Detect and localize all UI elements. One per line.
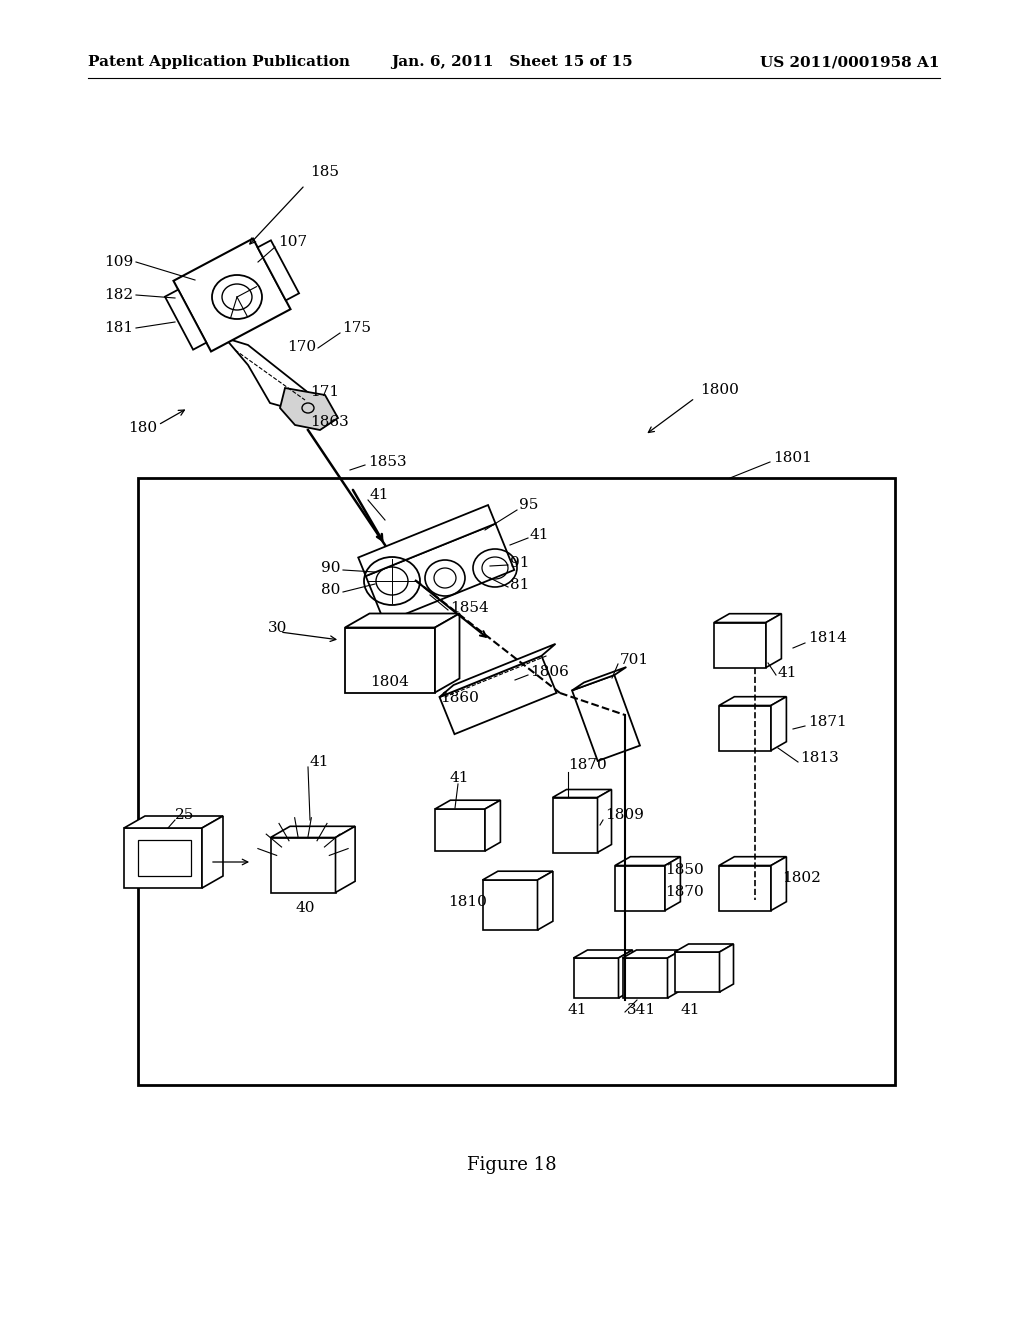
Text: 41: 41	[778, 667, 798, 680]
Text: 1850: 1850	[665, 863, 703, 876]
Polygon shape	[665, 857, 680, 911]
Polygon shape	[553, 797, 597, 853]
Text: 41: 41	[680, 1003, 699, 1016]
Polygon shape	[124, 828, 202, 888]
Polygon shape	[572, 675, 640, 760]
Polygon shape	[270, 826, 355, 837]
Polygon shape	[668, 950, 682, 998]
Polygon shape	[345, 627, 435, 693]
Polygon shape	[623, 950, 682, 958]
Polygon shape	[173, 239, 291, 351]
Polygon shape	[439, 656, 556, 734]
Polygon shape	[225, 338, 315, 411]
Polygon shape	[482, 871, 553, 880]
Text: 91: 91	[510, 556, 529, 570]
Text: 1809: 1809	[605, 808, 644, 822]
Polygon shape	[345, 614, 460, 627]
Polygon shape	[573, 950, 633, 958]
Polygon shape	[618, 950, 633, 998]
Text: 41: 41	[310, 755, 330, 770]
Polygon shape	[615, 866, 665, 911]
Text: 1870: 1870	[568, 758, 607, 772]
Text: 1853: 1853	[368, 455, 407, 469]
Polygon shape	[719, 866, 771, 911]
Polygon shape	[615, 857, 680, 866]
Text: 25: 25	[175, 808, 195, 822]
Polygon shape	[138, 840, 191, 876]
Text: 1854: 1854	[450, 601, 488, 615]
Text: Jan. 6, 2011   Sheet 15 of 15: Jan. 6, 2011 Sheet 15 of 15	[391, 55, 633, 69]
Text: 1863: 1863	[310, 414, 349, 429]
Text: 1806: 1806	[530, 665, 569, 678]
Text: 1801: 1801	[773, 451, 812, 465]
Text: 107: 107	[278, 235, 307, 249]
Text: 182: 182	[103, 288, 133, 302]
Polygon shape	[714, 623, 766, 668]
Text: 180: 180	[128, 421, 157, 436]
Polygon shape	[280, 388, 338, 430]
Text: 80: 80	[321, 583, 340, 597]
Text: 41: 41	[530, 528, 550, 543]
Polygon shape	[435, 800, 501, 809]
Polygon shape	[124, 816, 223, 828]
Text: 341: 341	[627, 1003, 656, 1016]
Polygon shape	[435, 809, 485, 851]
Text: 1870: 1870	[665, 884, 703, 899]
Text: 90: 90	[321, 561, 340, 576]
Polygon shape	[771, 857, 786, 911]
Text: 1814: 1814	[808, 631, 847, 645]
Text: 1804: 1804	[370, 675, 409, 689]
Polygon shape	[482, 880, 538, 931]
Polygon shape	[597, 789, 611, 853]
Text: 175: 175	[342, 321, 371, 335]
Polygon shape	[553, 789, 611, 797]
Text: 701: 701	[620, 653, 649, 667]
Text: 41: 41	[370, 488, 389, 502]
Text: 171: 171	[310, 385, 339, 399]
Text: 1802: 1802	[782, 871, 821, 884]
Text: 1860: 1860	[440, 690, 479, 705]
Polygon shape	[439, 644, 555, 697]
Polygon shape	[270, 837, 336, 892]
Polygon shape	[538, 871, 553, 931]
Polygon shape	[358, 506, 496, 576]
Polygon shape	[719, 697, 786, 705]
Polygon shape	[719, 705, 771, 751]
Polygon shape	[573, 958, 618, 998]
Text: 41: 41	[567, 1003, 587, 1016]
Text: 1810: 1810	[449, 895, 487, 909]
Polygon shape	[258, 240, 299, 301]
Polygon shape	[202, 816, 223, 888]
Polygon shape	[435, 614, 460, 693]
Polygon shape	[623, 958, 668, 998]
Text: 81: 81	[510, 578, 529, 591]
Text: 1800: 1800	[700, 383, 739, 397]
Text: 170: 170	[287, 341, 316, 354]
Text: 185: 185	[310, 165, 339, 180]
Text: 40: 40	[295, 902, 314, 915]
Polygon shape	[675, 944, 733, 952]
Text: US 2011/0001958 A1: US 2011/0001958 A1	[761, 55, 940, 69]
Text: 1871: 1871	[808, 715, 847, 729]
Polygon shape	[165, 289, 207, 350]
Polygon shape	[366, 524, 514, 623]
Polygon shape	[771, 697, 786, 751]
Bar	[138, 478, 895, 1085]
Polygon shape	[766, 614, 781, 668]
Polygon shape	[720, 944, 733, 993]
Polygon shape	[714, 614, 781, 623]
Text: 95: 95	[519, 498, 539, 512]
Polygon shape	[675, 952, 720, 993]
Text: 30: 30	[268, 620, 288, 635]
Text: 181: 181	[103, 321, 133, 335]
Polygon shape	[572, 667, 627, 690]
Text: Figure 18: Figure 18	[467, 1156, 557, 1173]
Polygon shape	[485, 800, 501, 851]
Text: 109: 109	[103, 255, 133, 269]
Text: Patent Application Publication: Patent Application Publication	[88, 55, 350, 69]
Text: 1813: 1813	[800, 751, 839, 766]
Text: 41: 41	[450, 771, 469, 785]
Polygon shape	[336, 826, 355, 892]
Polygon shape	[719, 857, 786, 866]
